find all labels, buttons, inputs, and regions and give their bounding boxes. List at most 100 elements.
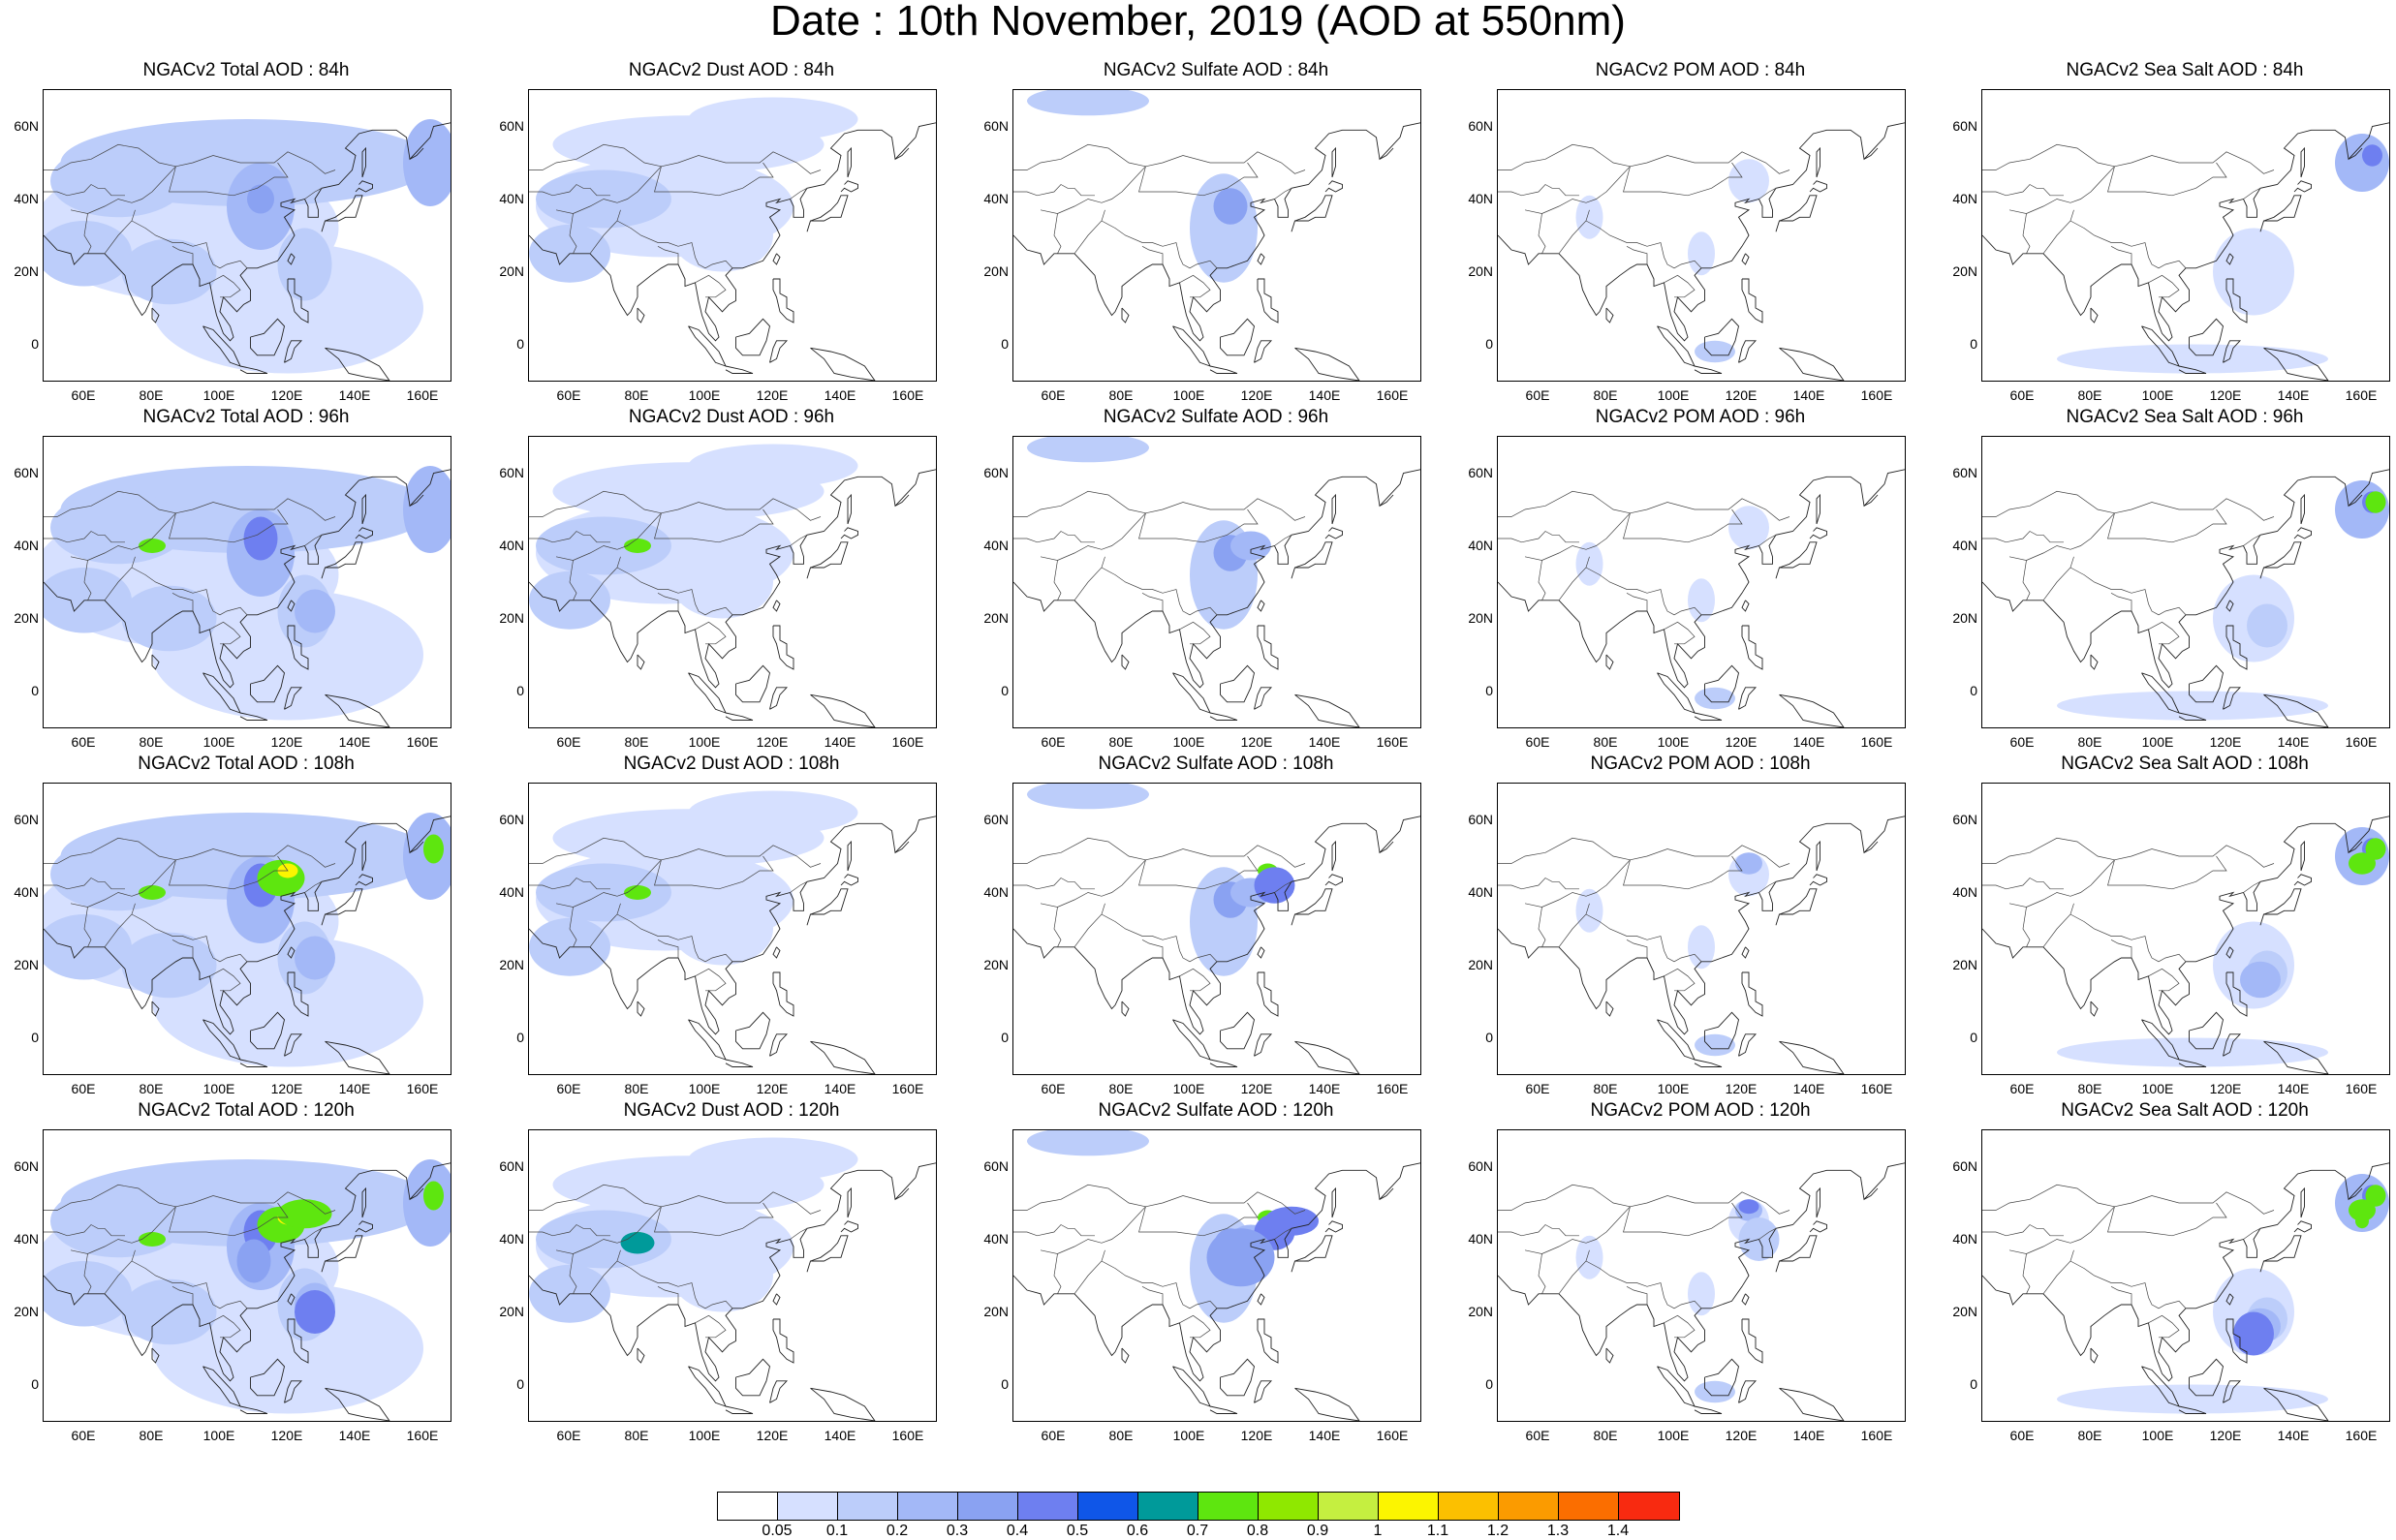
coastline <box>1741 253 1750 265</box>
coastline <box>284 340 303 363</box>
aod-region <box>50 838 186 911</box>
coastline <box>2293 874 2312 886</box>
country-border <box>573 1191 822 1254</box>
lat-tick-label: 20N <box>14 956 39 972</box>
lat-tick-label: 0 <box>1001 682 1009 698</box>
panel-title: NGACv2 Total AOD : 96h <box>142 407 350 427</box>
coastline <box>151 307 160 323</box>
lat-tick-label: 40N <box>1952 1230 1977 1247</box>
coastline <box>1291 888 1333 926</box>
country-border <box>131 220 248 269</box>
lat-tick-label: 20N <box>1952 956 1977 972</box>
country-border <box>1138 162 1259 197</box>
lat-tick-label: 20N <box>983 956 1009 972</box>
coastline <box>1809 874 1827 886</box>
coastline <box>1121 1347 1130 1364</box>
lon-tick-label: 140E <box>2277 1428 2310 1443</box>
lon-tick-label: 160E <box>891 734 924 750</box>
aod-region <box>139 1232 166 1247</box>
coastline <box>2178 1059 2207 1067</box>
coastline <box>355 180 373 193</box>
map-panel: NGACv2 POM AOD : 84h 60N 40N 20N 0 60E 80E 100E… <box>1468 60 1906 409</box>
lat-tick-label: 40N <box>1952 537 1977 553</box>
coastline <box>2263 1040 2329 1074</box>
lon-tick-label: 140E <box>1792 734 1825 750</box>
lon-tick-label: 120E <box>2209 1081 2242 1096</box>
map-frame <box>1497 89 1906 382</box>
country-border <box>44 837 176 864</box>
coastline <box>2263 1387 2329 1421</box>
country-border <box>1664 621 1696 645</box>
coastline <box>1741 971 1763 1017</box>
lon-tick-label: 160E <box>2345 1428 2378 1443</box>
lat-tick-label: 0 <box>1485 335 1493 352</box>
coastline <box>2225 1318 2248 1364</box>
country-border <box>790 880 808 893</box>
country-border <box>790 1227 808 1240</box>
coastline <box>2348 147 2363 160</box>
map-frame <box>1981 783 2390 1075</box>
lat-tick-label: 0 <box>31 682 39 698</box>
panel-title: NGACv2 Sea Salt AOD : 108h <box>2061 754 2309 774</box>
panel-title: NGACv2 Total AOD : 108h <box>138 754 355 774</box>
country-border <box>1141 245 1164 264</box>
lat-tick-label: 40N <box>14 190 39 206</box>
panel-title: NGACv2 Total AOD : 84h <box>142 60 350 80</box>
country-border <box>695 1314 727 1339</box>
lon-tick-label: 80E <box>1593 1081 1618 1096</box>
coastline <box>725 712 754 721</box>
aod-region <box>2213 228 2294 316</box>
coastline <box>1291 195 1333 232</box>
lon-tick-label: 100E <box>1657 734 1690 750</box>
coastline <box>847 493 852 525</box>
coastline <box>529 469 936 689</box>
aod-map <box>1982 816 2389 1074</box>
lon-tick-label: 80E <box>139 1428 164 1443</box>
coastline <box>1779 693 1845 727</box>
lat-tick-label: 20N <box>983 262 1009 279</box>
aod-region <box>671 892 773 966</box>
lat-tick-label: 60N <box>499 464 524 480</box>
lon-tick-label: 80E <box>1108 1081 1134 1096</box>
coastline <box>894 494 910 507</box>
colorbar-label: 0.8 <box>1246 1523 1269 1539</box>
country-border <box>616 220 733 269</box>
coastline <box>1704 1011 1739 1050</box>
aod-map <box>1982 122 2389 381</box>
lon-tick-label: 80E <box>2077 734 2102 750</box>
map-panel: NGACv2 Sulfate AOD : 108h 60N 40N 20N 0 60E 80… <box>983 754 1421 1102</box>
aod-region <box>121 238 217 305</box>
coastline <box>1121 307 1130 323</box>
country-border <box>1982 1224 2064 1237</box>
coastline <box>361 493 366 525</box>
country-border <box>1138 855 1259 890</box>
coastline <box>1741 946 1750 959</box>
lon-tick-label: 60E <box>71 1081 96 1096</box>
country-border <box>1138 508 1259 543</box>
lon-tick-label: 80E <box>2077 1428 2102 1443</box>
country-border <box>529 1184 662 1211</box>
aod-region <box>152 936 423 1067</box>
aod-region <box>688 444 858 488</box>
country-border <box>2148 968 2180 992</box>
coastline <box>688 1366 727 1407</box>
coastline <box>321 195 363 232</box>
lon-tick-label: 60E <box>556 387 581 403</box>
map-frame <box>1981 436 2390 728</box>
map-panel: NGACv2 Dust AOD : 84h 60N 40N 20N 0 60E 80E 100… <box>499 60 937 409</box>
country-border <box>2008 903 2031 947</box>
lon-tick-label: 140E <box>824 1428 856 1443</box>
coastline <box>1172 672 1211 714</box>
lat-tick-label: 20N <box>1468 1303 1493 1319</box>
country-border <box>1541 1191 1790 1254</box>
lon-tick-label: 120E <box>2209 387 2242 403</box>
coastline <box>1013 122 1420 342</box>
aod-map <box>1982 1162 2389 1421</box>
map-panel: NGACv2 Sulfate AOD : 120h 60N 40N 20N 0 60E 80… <box>983 1100 1421 1449</box>
lon-tick-label: 80E <box>1593 387 1618 403</box>
lon-tick-label: 80E <box>624 734 649 750</box>
lon-tick-label: 160E <box>1860 1428 1893 1443</box>
country-border <box>2243 1227 2261 1240</box>
country-border <box>209 621 241 645</box>
country-border <box>209 274 241 298</box>
